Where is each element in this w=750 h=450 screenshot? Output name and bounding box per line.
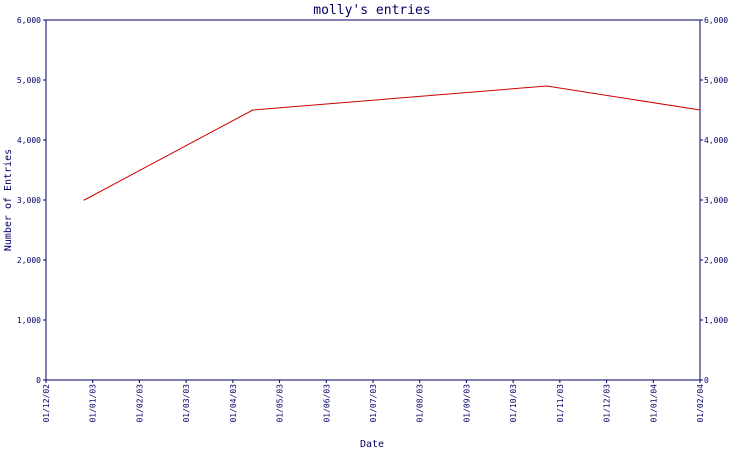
series-layer [83,85,701,201]
x-tick-label: 01/10/03 [509,384,518,423]
x-tick-label: 01/01/04 [649,384,658,423]
y-tick-label-right: 2,000 [704,256,728,265]
x-tick-label: 01/12/03 [603,384,612,423]
data-point [83,199,85,201]
y-tick-label-right: 6,000 [704,16,728,25]
data-point [252,109,254,111]
x-tick-label: 01/11/03 [556,384,565,423]
x-axis-label: Date [360,439,384,450]
y-tick-label-left: 1,000 [17,316,41,325]
y-axis-right: 0 1,000 2,000 3,000 4,000 5,000 6,000 [700,16,728,385]
x-tick-label: 01/08/03 [416,384,425,423]
y-axis-label: Number of Entries [3,149,14,251]
y-tick-label-right: 4,000 [704,136,728,145]
data-point [699,109,701,111]
y-tick-label-right: 5,000 [704,76,728,85]
y-tick-label-right: 3,000 [704,196,728,205]
y-tick-label-left: 0 [36,376,41,385]
data-point [546,85,548,87]
series-line [84,85,701,201]
x-tick-label: 01/01/03 [89,384,98,423]
y-tick-label-right: 1,000 [704,316,728,325]
x-tick-label: 01/09/03 [462,384,471,423]
plot-area [45,19,701,381]
x-tick-label: 01/06/03 [322,384,331,423]
y-tick-label-left: 5,000 [17,76,41,85]
x-tick-label: 01/07/03 [369,384,378,423]
y-tick-label-right: 0 [704,376,709,385]
x-tick-label: 01/03/03 [182,384,191,423]
x-tick-label: 01/02/03 [135,384,144,423]
y-tick-label-left: 6,000 [17,16,41,25]
y-tick-label-left: 4,000 [17,136,41,145]
x-tick-label: 01/05/03 [276,384,285,423]
x-tick-label: 01/04/03 [229,384,238,423]
x-tick-label: 01/02/04 [696,384,705,423]
y-tick-label-left: 2,000 [17,256,41,265]
chart-title: molly's entries [313,3,430,18]
x-axis: 01/12/02 01/01/03 01/02/03 01/03/03 01/04/03… [42,380,705,423]
x-tick-label: 01/12/02 [42,384,51,423]
y-axis-left: 0 1,000 2,000 3,000 4,000 5,000 6,000 [17,16,46,385]
y-tick-label-left: 3,000 [17,196,41,205]
